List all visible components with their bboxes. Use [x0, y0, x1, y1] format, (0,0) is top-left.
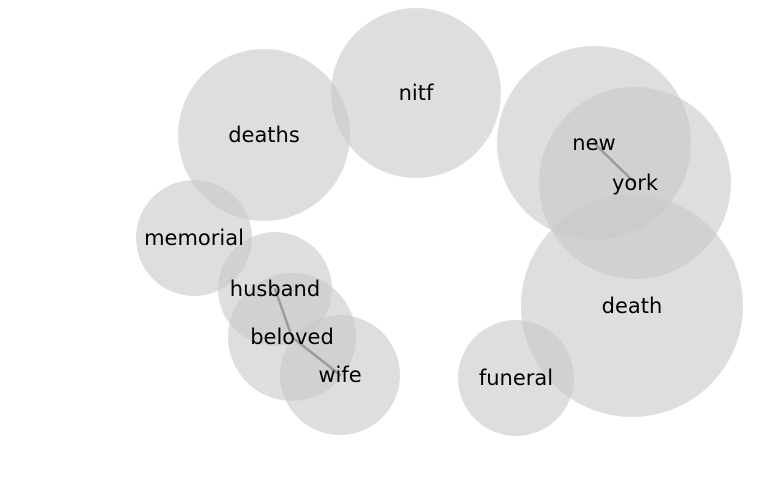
link-new-york: [592, 141, 637, 185]
term-label-deaths: deaths: [228, 123, 300, 147]
link-husband-beloved: [273, 287, 294, 339]
term-circle-funeral: [458, 320, 574, 436]
links-layer: [273, 141, 637, 377]
circles-layer: [136, 8, 743, 436]
term-label-husband: husband: [230, 277, 320, 301]
term-circle-nitf: [331, 8, 501, 178]
term-circle-deaths: [178, 49, 350, 221]
term-label-memorial: memorial: [144, 226, 244, 250]
term-label-death: death: [602, 294, 663, 318]
term-label-wife: wife: [318, 363, 361, 387]
term-label-new: new: [572, 131, 615, 155]
labels-layer: nitf deaths new york memorial husband beloved w…: [144, 81, 662, 390]
term-label-nitf: nitf: [399, 81, 434, 105]
term-label-york: york: [612, 171, 659, 195]
term-circle-death: [521, 195, 743, 417]
term-label-funeral: funeral: [479, 366, 553, 390]
term-label-beloved: beloved: [250, 325, 334, 349]
link-beloved-wife: [290, 335, 342, 377]
